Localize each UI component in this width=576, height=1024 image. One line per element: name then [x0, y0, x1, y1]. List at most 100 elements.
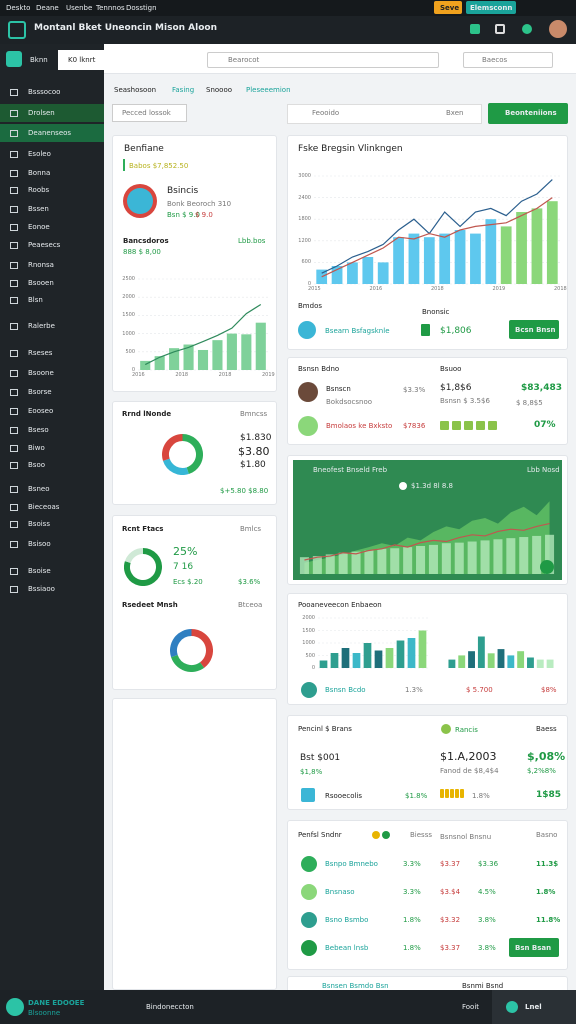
nav-icon — [10, 462, 18, 469]
detail: Bonk Beoroch 310 — [167, 200, 232, 208]
bar — [545, 534, 555, 574]
bar — [516, 212, 527, 284]
name: Bsnsen Bsmdo Bsn — [322, 982, 389, 990]
y-tick-label: 1200 — [298, 237, 311, 244]
nav-item: Bsoone — [28, 369, 54, 377]
nav-icon — [10, 445, 18, 452]
logo — [8, 21, 26, 39]
card-title: Fske Bregsin Vlinkngen — [298, 144, 403, 154]
nav-icon — [10, 323, 18, 330]
chart-svg — [448, 636, 554, 668]
select[interactable] — [112, 104, 187, 122]
select-label: Pecced lossok — [122, 109, 171, 117]
label: Bancsdoros — [123, 237, 169, 245]
brand-icon — [6, 51, 22, 67]
nav-icon — [10, 541, 18, 548]
app-title: Montanl Bket Uneoncin Mison Aloon — [34, 23, 218, 33]
bar — [416, 546, 426, 574]
name: Bmolaos ke Bxksto — [326, 422, 393, 430]
button[interactable] — [509, 938, 559, 957]
donut-segment — [190, 628, 213, 668]
active-item — [0, 104, 104, 122]
nav-icon — [10, 110, 18, 117]
link: Rsooecolis — [325, 792, 363, 800]
x-tick-label: 2018 — [431, 286, 444, 292]
y-tick-label: 500 — [125, 348, 135, 355]
avatar — [298, 321, 316, 339]
primary-button[interactable] — [488, 103, 568, 124]
nav-item: Eooseo — [28, 407, 54, 415]
x-tick-label: 2019 — [492, 286, 506, 292]
nav-icon — [10, 408, 18, 415]
search-box[interactable] — [463, 52, 553, 68]
coin — [382, 831, 390, 839]
value: $,08% — [527, 750, 566, 763]
bar — [140, 360, 151, 370]
bar — [169, 348, 180, 370]
avatar[interactable] — [549, 20, 567, 38]
nav-item: Deanenseos — [28, 129, 72, 137]
value: $1.A,2003 — [440, 750, 497, 763]
bar — [485, 219, 497, 284]
connect-button[interactable] — [466, 1, 516, 14]
card-title: Benfiane — [124, 144, 164, 154]
cell: 3.3% — [403, 888, 421, 896]
stocks-card — [287, 357, 568, 445]
cell: $3.32 — [440, 916, 461, 924]
nav-item: Bsoo — [28, 461, 46, 469]
filter-label: Feooido — [312, 109, 340, 117]
button-label: Elemsconn — [470, 4, 513, 12]
y-tick-label: 2400 — [298, 194, 311, 201]
cell: 4.5% — [478, 888, 496, 896]
bar-icon — [440, 789, 444, 798]
icon[interactable] — [522, 24, 532, 34]
save-button[interactable] — [434, 1, 462, 14]
bar — [407, 638, 416, 668]
nav-icon — [10, 151, 18, 158]
nav-icon — [10, 242, 18, 249]
price: $1,8$6 — [440, 383, 472, 393]
bar-icon — [460, 789, 464, 798]
pct: $1.8% — [405, 792, 428, 800]
bar — [418, 630, 427, 668]
button[interactable] — [509, 320, 559, 339]
bar — [183, 344, 194, 370]
button-label: Bcsn Bnsn — [515, 326, 556, 334]
accent — [123, 159, 125, 171]
select-label: Bxen — [446, 109, 464, 117]
bar — [396, 640, 405, 668]
y-tick-label: 1800 — [298, 216, 311, 223]
pct: $3.3% — [403, 386, 426, 394]
bar-icon — [445, 789, 449, 798]
bar — [546, 201, 558, 284]
star — [464, 421, 473, 430]
y-tick-label: 0 — [307, 281, 311, 287]
header — [0, 16, 576, 44]
nav-item: Rseses — [28, 349, 53, 357]
chart-svg — [138, 278, 268, 371]
card-title: Rrnd lNonde — [122, 410, 172, 418]
filter-bar[interactable] — [287, 104, 482, 124]
value: $83,483 — [521, 383, 562, 393]
menu-item: Usenbe — [66, 4, 93, 12]
icon[interactable] — [495, 24, 505, 34]
nav-item: Roobs — [28, 186, 50, 194]
nav-item: Bssen — [28, 205, 49, 213]
y-tick-label: 1500 — [122, 312, 135, 319]
search-placeholder: Baecos — [482, 56, 508, 64]
detail: $,2%8% — [527, 767, 556, 775]
bar — [454, 542, 464, 574]
icon[interactable] — [470, 24, 480, 34]
bar — [325, 554, 335, 574]
badge — [441, 724, 451, 734]
chart: 0 600 1200 1800 2400 3000 2015 2016 2018 2019 2018 — [296, 172, 566, 294]
x-tick-label: 2018 — [175, 372, 189, 378]
nav-icon — [10, 370, 18, 377]
nav-item: Bsoiss — [28, 520, 50, 528]
card-meta: Bmlcs — [240, 525, 262, 533]
search-box[interactable] — [207, 52, 439, 68]
empty-card — [112, 698, 277, 990]
bar — [441, 543, 451, 574]
bar — [226, 333, 237, 370]
y-tick-label: 2000 — [302, 615, 315, 621]
